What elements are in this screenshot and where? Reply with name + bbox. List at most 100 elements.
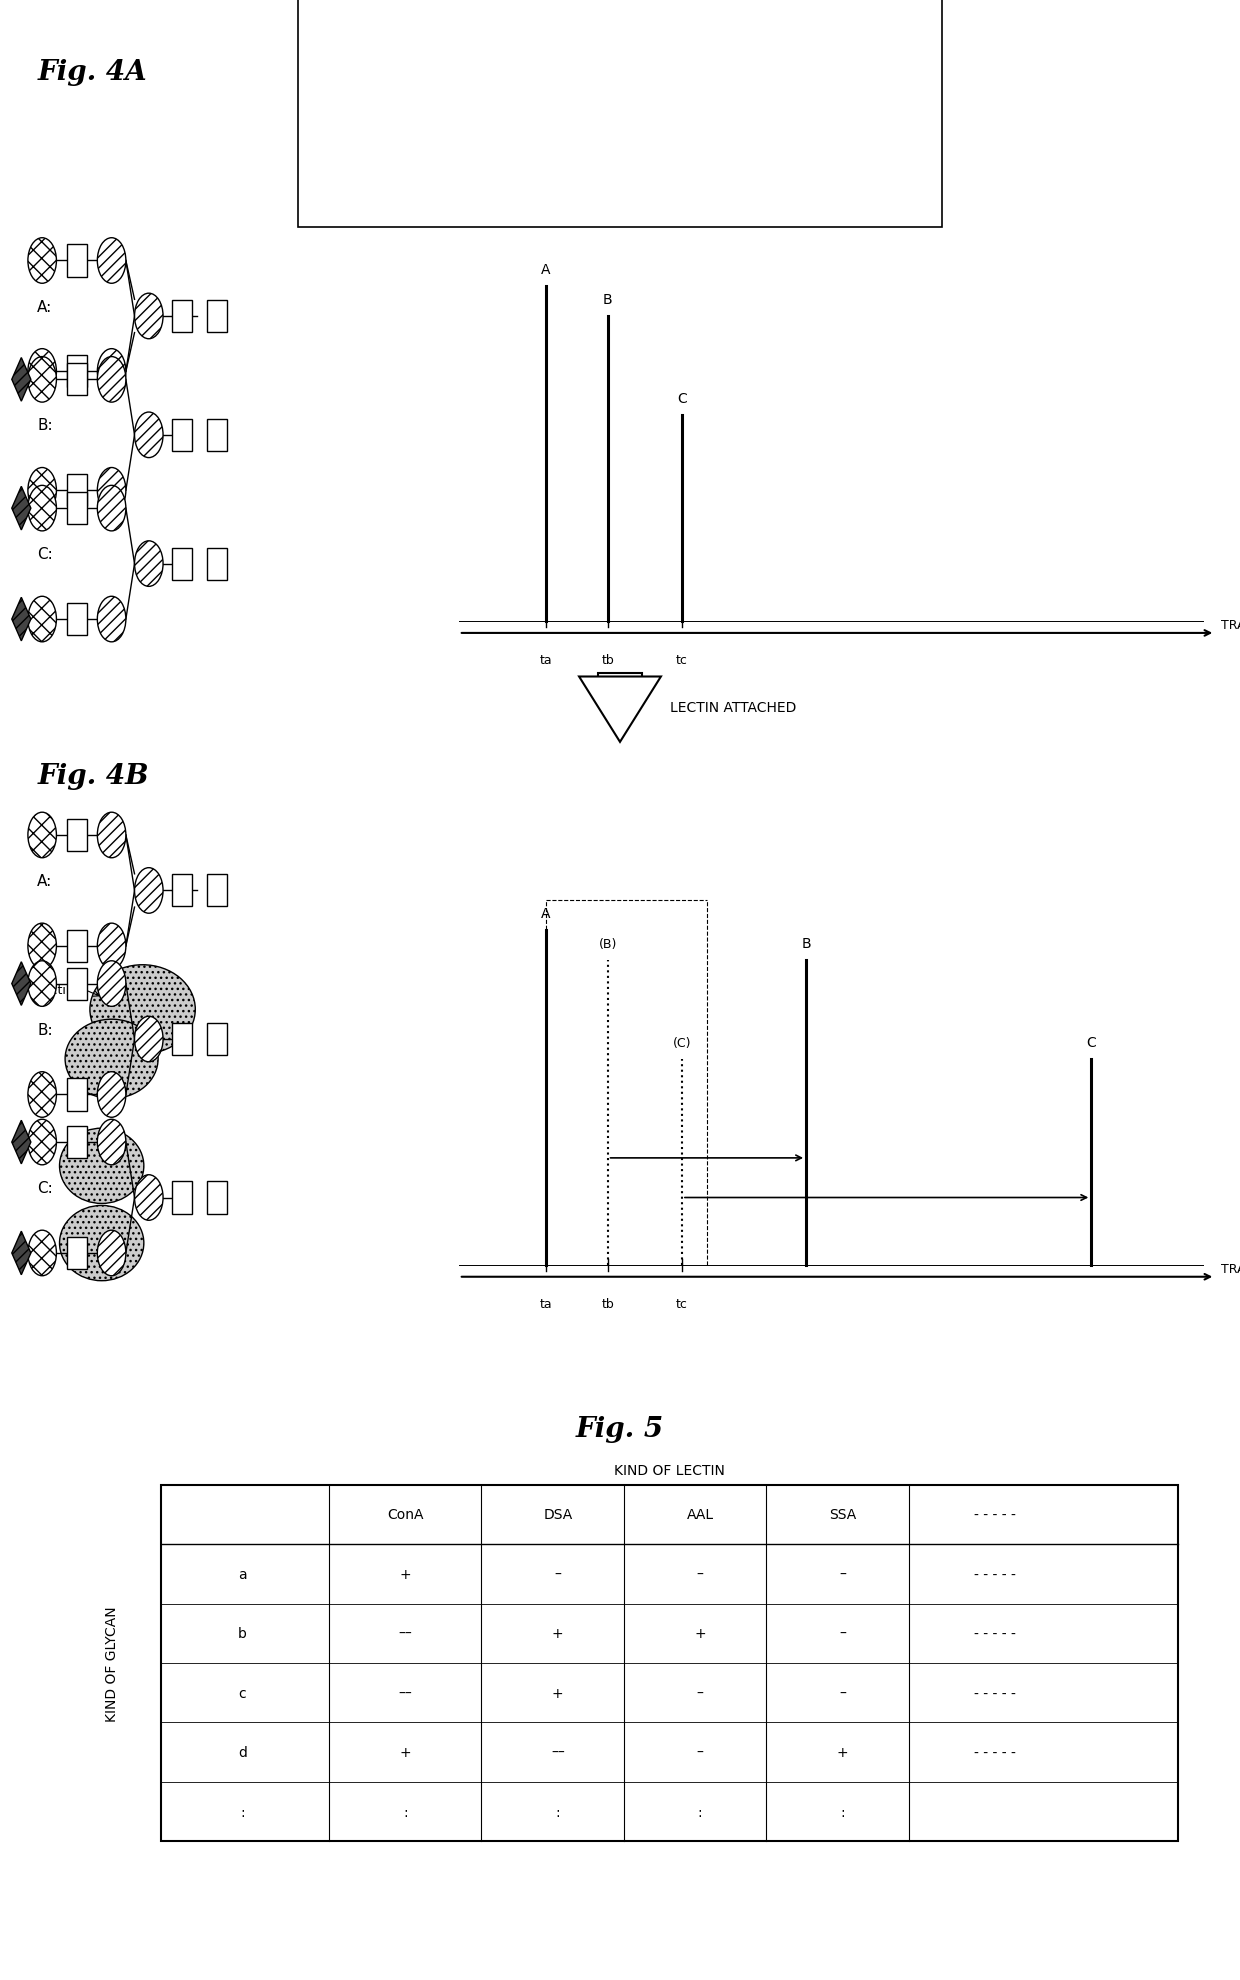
Text: +: +	[399, 1566, 410, 1582]
Bar	[67, 1079, 87, 1111]
Bar	[67, 1238, 87, 1269]
Bar	[67, 820, 87, 851]
Ellipse shape	[89, 964, 196, 1053]
Polygon shape	[11, 487, 31, 531]
Bar	[67, 364, 87, 396]
Bar	[207, 548, 227, 580]
Circle shape	[27, 1230, 57, 1275]
Text: B:: B:	[37, 1022, 53, 1038]
Circle shape	[134, 293, 162, 341]
Circle shape	[27, 356, 57, 402]
Text: C: C	[677, 392, 687, 406]
Text: b: b	[238, 1626, 247, 1641]
Bar	[207, 301, 227, 333]
Circle shape	[134, 1016, 162, 1061]
Text: –: –	[697, 1685, 703, 1701]
Ellipse shape	[60, 1129, 144, 1204]
Text: - - - - -: - - - - -	[975, 1626, 1016, 1641]
Text: +: +	[552, 1626, 563, 1641]
Circle shape	[27, 960, 57, 1006]
Bar	[207, 875, 227, 907]
Text: TRAVEL TIME: TRAVEL TIME	[1221, 1263, 1240, 1275]
Text: DSA: DSA	[543, 1507, 573, 1523]
Text: ⊗ :Galactose: ⊗ :Galactose	[370, 133, 459, 148]
Bar	[172, 1024, 192, 1055]
Text: Lectin: Lectin	[37, 984, 74, 996]
Circle shape	[134, 867, 162, 913]
Text: ta: ta	[539, 653, 552, 667]
Text: SSA: SSA	[828, 1507, 856, 1523]
Text: A: A	[541, 263, 551, 277]
Circle shape	[27, 348, 57, 396]
Circle shape	[97, 923, 126, 968]
Text: ––: ––	[551, 1744, 564, 1760]
Text: - - - - -: - - - - -	[975, 1566, 1016, 1582]
Text: tb: tb	[601, 653, 614, 667]
Text: B: B	[801, 937, 811, 950]
Circle shape	[97, 467, 126, 513]
Text: –: –	[839, 1566, 846, 1582]
Text: +: +	[552, 1685, 563, 1701]
Text: C: C	[1086, 1036, 1096, 1049]
Circle shape	[97, 348, 126, 396]
Circle shape	[97, 1073, 126, 1117]
Text: –: –	[839, 1685, 846, 1701]
Circle shape	[97, 238, 126, 283]
Circle shape	[27, 923, 57, 968]
Bar	[598, 673, 642, 683]
Text: :: :	[841, 1804, 844, 1820]
Text: - - - - -: - - - - -	[975, 1507, 1016, 1523]
Text: Fig. 4A: Fig. 4A	[37, 59, 146, 87]
Circle shape	[97, 598, 126, 642]
Text: ta: ta	[539, 1297, 552, 1311]
Text: ––: ––	[398, 1685, 412, 1701]
Text: C:: C:	[37, 546, 53, 562]
Text: tb: tb	[601, 1297, 614, 1311]
Bar	[207, 1024, 227, 1055]
Ellipse shape	[64, 1020, 159, 1099]
Text: A:: A:	[37, 873, 52, 889]
Bar	[172, 548, 192, 580]
Circle shape	[27, 598, 57, 642]
Text: tc: tc	[676, 653, 688, 667]
Text: A: A	[541, 907, 551, 921]
Text: :: :	[403, 1804, 408, 1820]
Text: –: –	[839, 1626, 846, 1641]
Text: d: d	[238, 1744, 247, 1760]
Circle shape	[97, 1119, 126, 1164]
Text: +: +	[399, 1744, 410, 1760]
Text: - - - - -: - - - - -	[975, 1744, 1016, 1760]
Bar	[67, 475, 87, 507]
Bar	[67, 931, 87, 962]
Text: :: :	[556, 1804, 560, 1820]
Text: +: +	[837, 1744, 848, 1760]
Circle shape	[27, 812, 57, 857]
Text: (B): (B)	[599, 937, 616, 950]
Text: tc: tc	[676, 1297, 688, 1311]
Text: B: B	[603, 293, 613, 307]
Circle shape	[27, 485, 57, 531]
Text: :: :	[698, 1804, 702, 1820]
Circle shape	[97, 356, 126, 402]
Text: :: :	[241, 1804, 244, 1820]
Circle shape	[134, 1174, 162, 1220]
Bar	[207, 1182, 227, 1214]
Bar	[67, 493, 87, 525]
Bar	[172, 875, 192, 907]
Circle shape	[97, 960, 126, 1006]
Polygon shape	[579, 677, 661, 742]
Bar	[67, 246, 87, 277]
Circle shape	[27, 467, 57, 513]
Bar	[67, 356, 87, 388]
Bar	[67, 604, 87, 636]
Text: □ :N-Acetylglucosamine: □ :N-Acetylglucosamine	[370, 87, 538, 103]
Text: A:: A:	[37, 299, 52, 315]
Bar	[298, 0, 942, 228]
Polygon shape	[11, 1121, 31, 1164]
Polygon shape	[11, 358, 31, 402]
Bar	[161, 1485, 1178, 1841]
Ellipse shape	[60, 1206, 144, 1281]
Text: KIND OF GLYCAN: KIND OF GLYCAN	[104, 1606, 119, 1721]
Polygon shape	[11, 598, 31, 642]
Circle shape	[134, 412, 162, 457]
